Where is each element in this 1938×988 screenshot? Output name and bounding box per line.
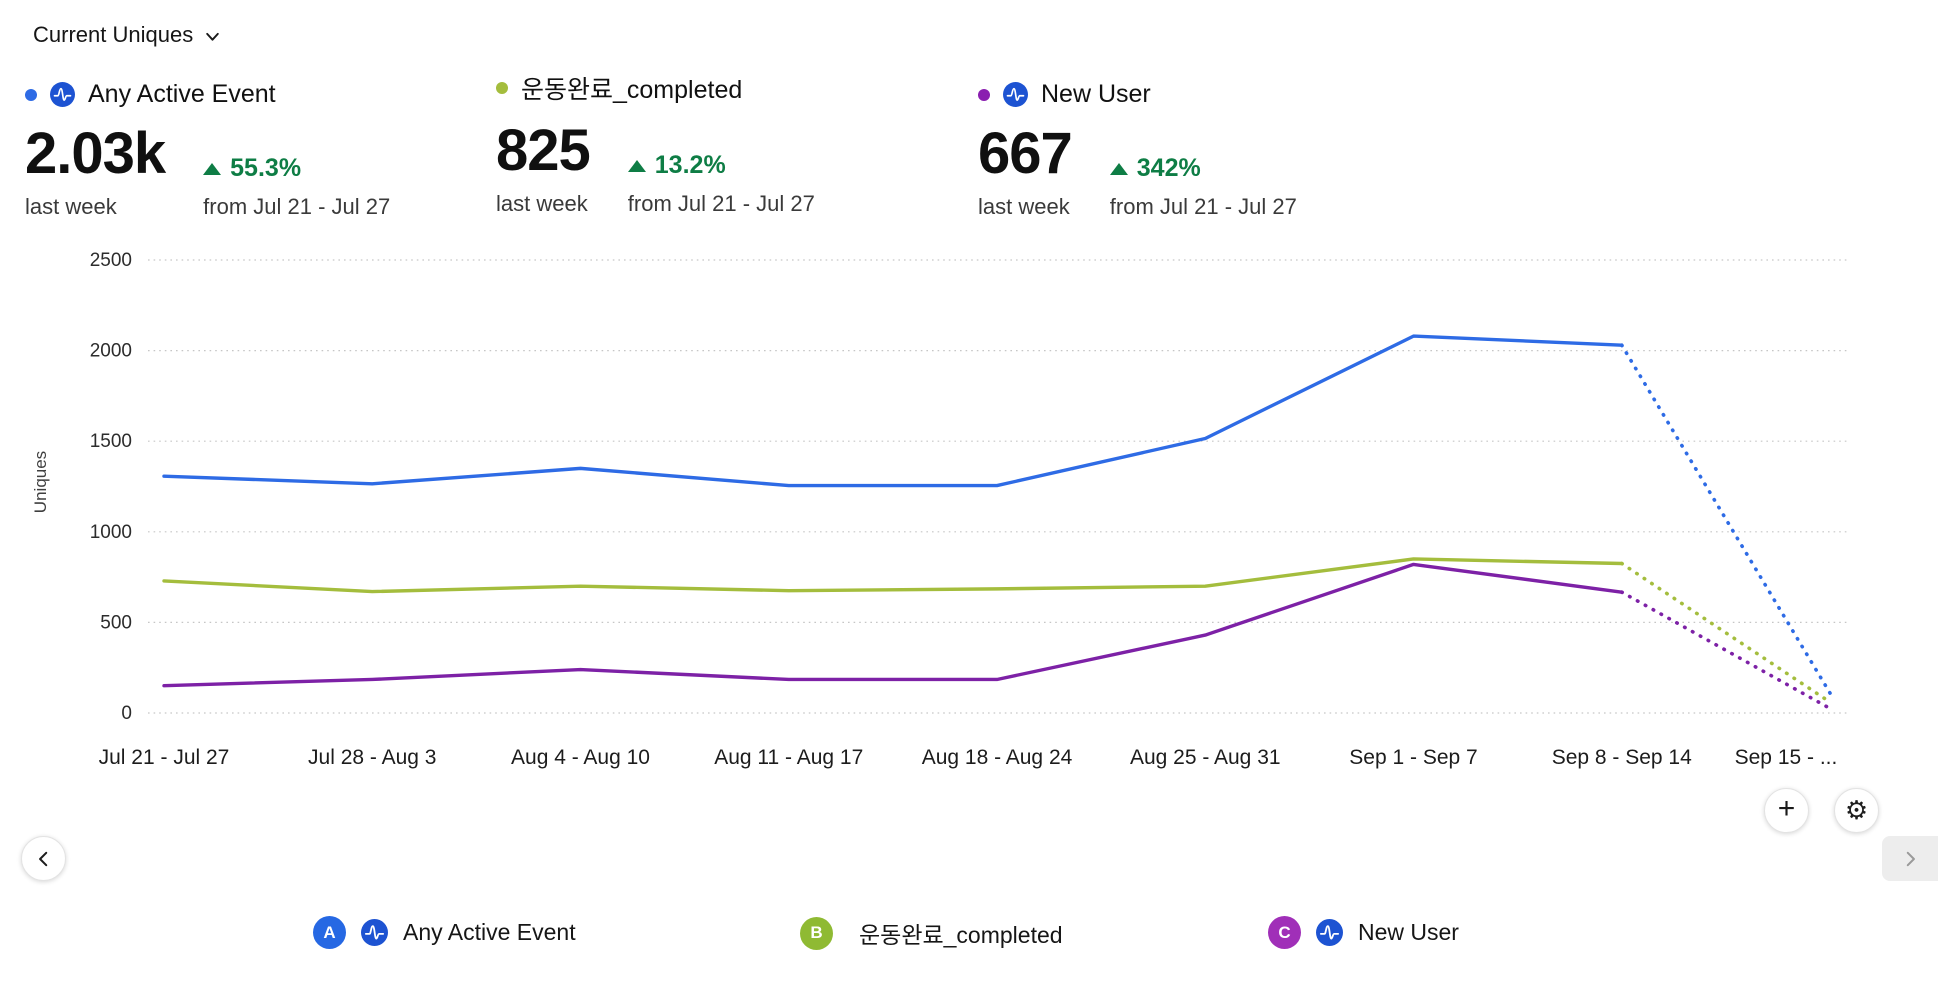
gear-icon: ⚙ (1844, 795, 1869, 826)
metric-value: 667 (978, 121, 1073, 186)
amplitude-icon (1003, 82, 1028, 107)
svg-text:1000: 1000 (90, 522, 132, 543)
metric-compare: from Jul 21 - Jul 27 (1109, 194, 1297, 219)
amplitude-icon (361, 919, 388, 946)
metric-value: 825 (496, 118, 591, 183)
badge-letter: C (1278, 922, 1291, 942)
metric-label: Any Active Event (88, 80, 276, 108)
metric-card-new-user: New User 667 last week 342% from Jul 21 … (978, 80, 1297, 220)
svg-text:Aug 4 - Aug 10: Aug 4 - Aug 10 (511, 746, 650, 769)
metric-header: 운동완료_completed (496, 70, 815, 106)
series-badge-b: B (800, 916, 833, 950)
svg-text:0: 0 (121, 703, 132, 724)
amplitude-icon (50, 82, 75, 107)
trend-up-icon (203, 162, 222, 175)
svg-text:Uniques: Uniques (31, 451, 50, 513)
series-badge-c: C (1268, 916, 1301, 949)
svg-text:Sep 1 - Sep 7: Sep 1 - Sep 7 (1349, 746, 1477, 769)
metric-compare: from Jul 21 - Jul 27 (627, 191, 815, 216)
svg-text:2500: 2500 (90, 250, 132, 271)
svg-text:500: 500 (100, 612, 132, 633)
svg-text:Jul 28 - Aug 3: Jul 28 - Aug 3 (308, 746, 436, 769)
metric-mode-dropdown[interactable]: Current Uniques (33, 22, 221, 48)
legend-label: New User (1358, 919, 1459, 945)
metric-label: New User (1041, 80, 1151, 108)
svg-text:Aug 18 - Aug 24: Aug 18 - Aug 24 (922, 746, 1073, 769)
uniques-line-chart[interactable]: 0 500 1000 1500 2000 2500 Uniques Jul 21 - Jul … (0, 245, 1938, 790)
metric-period: last week (496, 191, 588, 216)
metric-change-value: 342% (1136, 154, 1201, 182)
metric-change-value: 55.3% (230, 154, 302, 182)
trend-up-icon (627, 159, 646, 172)
metric-period: last week (25, 194, 117, 219)
svg-text:Jul 21 - Jul 27: Jul 21 - Jul 27 (99, 746, 230, 769)
metric-card-any-active-event: Any Active Event 2.03k last week 55.3% f… (25, 80, 390, 220)
amplitude-icon (1316, 919, 1343, 946)
series-color-dot (25, 88, 37, 101)
metric-change-value: 13.2% (654, 151, 726, 179)
chevron-left-icon (38, 851, 47, 866)
svg-text:Sep 15 - ...: Sep 15 - ... (1735, 746, 1838, 769)
metric-compare: from Jul 21 - Jul 27 (203, 194, 391, 219)
svg-text:Sep 8 - Sep 14: Sep 8 - Sep 14 (1552, 746, 1692, 769)
add-button[interactable]: + (1764, 788, 1809, 833)
metric-card-undongwanryo-completed: 운동완료_completed 825 last week 13.2% from … (496, 70, 815, 217)
prev-page-button[interactable] (21, 836, 66, 881)
legend-item-b[interactable]: B 운동완료_completed (800, 916, 1063, 950)
legend-item-a[interactable]: A Any Active Event (313, 916, 576, 949)
metric-header: New User (978, 80, 1297, 109)
metric-mode-label: Current Uniques (33, 22, 194, 47)
metric-header: Any Active Event (25, 80, 390, 109)
badge-letter: B (810, 923, 823, 942)
metric-label: 운동완료_completed (521, 76, 743, 104)
legend-item-c[interactable]: C New User (1268, 916, 1459, 949)
metric-period: last week (978, 194, 1070, 219)
badge-letter: A (323, 922, 336, 942)
settings-button[interactable]: ⚙ (1834, 788, 1879, 833)
legend-label: 운동완료_completed (859, 922, 1063, 948)
series-badge-a: A (313, 916, 346, 949)
metric-value: 2.03k (25, 121, 166, 186)
plus-icon: + (1777, 792, 1796, 825)
next-page-button[interactable] (1882, 836, 1938, 881)
trend-up-icon (1109, 162, 1128, 175)
svg-text:Aug 25 - Aug 31: Aug 25 - Aug 31 (1130, 746, 1281, 769)
svg-text:2000: 2000 (90, 341, 132, 362)
series-color-dot (496, 82, 508, 94)
legend-label: Any Active Event (403, 919, 576, 945)
svg-text:1500: 1500 (90, 431, 132, 452)
chevron-down-icon (206, 32, 219, 41)
svg-text:Aug 11 - Aug 17: Aug 11 - Aug 17 (714, 746, 863, 769)
chevron-right-icon (1906, 851, 1915, 866)
series-color-dot (978, 88, 990, 101)
